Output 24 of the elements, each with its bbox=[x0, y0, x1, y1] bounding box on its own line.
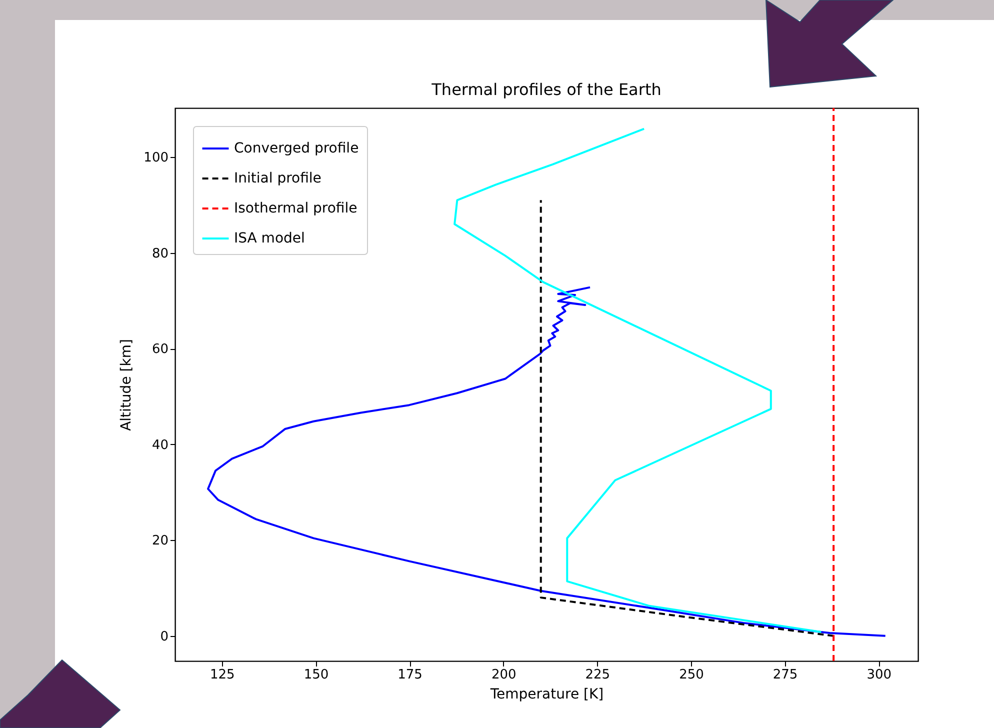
legend-label: Converged profile bbox=[234, 140, 359, 156]
y-tick-label: 60 bbox=[152, 342, 168, 358]
x-axis-title: Temperature [K] bbox=[489, 686, 604, 702]
x-tick-label: 250 bbox=[679, 668, 704, 682]
y-tick-label: 20 bbox=[152, 534, 168, 549]
y-axis-title: Altitude [km] bbox=[118, 339, 135, 431]
line-series bbox=[540, 199, 835, 637]
x-tick-label: 200 bbox=[491, 668, 516, 682]
x-tick-label: 275 bbox=[772, 668, 798, 682]
chart-title: Thermal profiles of the Earth bbox=[430, 80, 662, 99]
y-tick-label: 40 bbox=[152, 438, 168, 453]
legend-label: Initial profile bbox=[234, 170, 322, 186]
x-tick-label: 125 bbox=[210, 668, 235, 682]
y-tick-label: 0 bbox=[160, 629, 168, 644]
x-tick-label: 175 bbox=[398, 668, 422, 682]
y-tick-label: 80 bbox=[152, 246, 168, 262]
legend-label: ISA model bbox=[234, 230, 305, 246]
y-tick-label: 100 bbox=[144, 150, 168, 166]
legend-label: Isothermal profile bbox=[234, 200, 358, 216]
line-series bbox=[207, 286, 886, 637]
line-series bbox=[454, 128, 822, 634]
x-tick-label: 300 bbox=[866, 668, 892, 682]
x-tick-label: 150 bbox=[304, 668, 329, 682]
x-tick-label: 225 bbox=[585, 668, 610, 682]
